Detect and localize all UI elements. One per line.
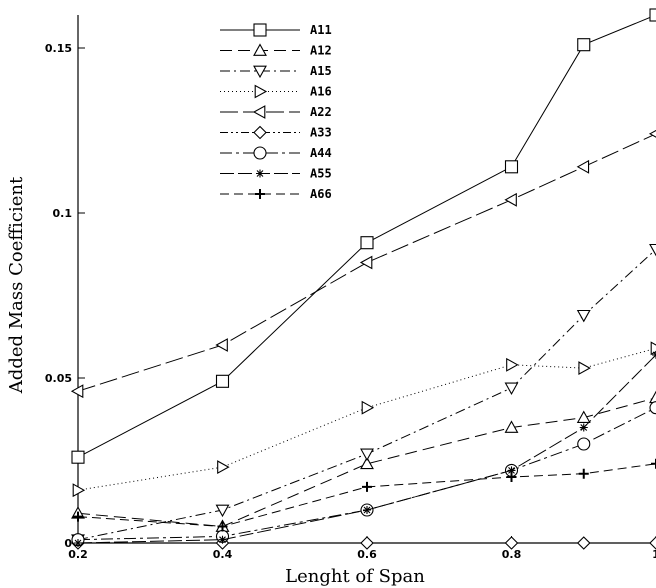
data-point-a22: [215, 338, 228, 352]
series-line-a22: [77, 133, 656, 392]
data-point-a22: [359, 255, 373, 270]
data-point-a11: [215, 374, 230, 388]
data-point-a11: [71, 450, 85, 464]
legend-label: A15: [310, 64, 332, 78]
legend-marker: [254, 84, 268, 99]
legend-label: A16: [310, 85, 332, 99]
data-point-a22: [648, 129, 656, 138]
legend-item-a44: A44: [220, 146, 332, 160]
series-line-a11: [77, 14, 656, 458]
data-point-a55: [74, 539, 82, 547]
y-tick-label: 0: [64, 537, 72, 550]
series-line-a66: [77, 463, 656, 528]
data-point-a15: [576, 309, 591, 323]
data-point-a55: [218, 535, 227, 544]
y-tick-label: 0.1: [53, 207, 73, 220]
legend-marker: [253, 125, 267, 140]
series-a16: [72, 341, 656, 498]
data-point-a15: [215, 504, 230, 518]
legend-item-a66: A66: [220, 187, 332, 201]
data-point-a12: [649, 390, 656, 404]
legend-label: A11: [310, 23, 332, 37]
data-point-a12: [576, 410, 591, 423]
data-point-a55: [579, 423, 588, 432]
data-point-a66: [651, 458, 656, 469]
series-a22: [70, 129, 656, 399]
y-tick-label: 0.15: [45, 42, 72, 55]
legend-label: A33: [310, 126, 332, 140]
legend-label: A44: [310, 146, 332, 160]
data-point-a11: [360, 236, 374, 250]
legend-label: A55: [310, 167, 332, 181]
legend-item-a33: A33: [220, 126, 332, 140]
data-point-a15: [360, 448, 374, 462]
data-point-a11: [504, 160, 519, 174]
data-point-a55: [363, 506, 371, 514]
data-point-a22: [576, 159, 590, 174]
legend-marker: [253, 146, 267, 160]
legend-marker: [256, 169, 264, 178]
x-tick-label: 0.2: [68, 548, 88, 561]
legend-label: A12: [310, 44, 332, 58]
data-point-a15: [504, 382, 519, 396]
data-point-a66: [73, 511, 83, 522]
data-point-a33: [504, 536, 519, 550]
x-tick-label: 0.6: [357, 548, 377, 561]
legend-marker: [253, 23, 267, 37]
data-point-a16: [217, 460, 230, 475]
data-point-a16: [361, 400, 375, 415]
data-point-a44: [577, 437, 591, 451]
series-line-a55: [77, 354, 656, 544]
x-axis-title: Lenght of Span: [285, 566, 425, 587]
data-point-a33: [649, 536, 656, 550]
legend-marker: [252, 105, 266, 119]
data-point-a12: [504, 420, 519, 433]
data-point-a11: [649, 8, 656, 22]
legend-marker: [253, 43, 267, 56]
data-point-a66: [506, 472, 517, 482]
data-point-a15: [649, 243, 656, 257]
legend-item-a12: A12: [220, 43, 332, 58]
series-a15: [71, 243, 656, 547]
data-point-a16: [650, 341, 656, 356]
data-point-a66: [362, 481, 372, 492]
data-point-a66: [578, 468, 589, 479]
data-point-a44: [649, 401, 656, 415]
data-point-a33: [360, 536, 374, 550]
data-point-a11: [577, 38, 591, 52]
legend-label: A22: [310, 105, 332, 119]
series-a66: [73, 458, 656, 532]
data-point-a66: [217, 521, 228, 532]
series-line-a15: [77, 248, 656, 541]
series-a44: [71, 401, 656, 547]
x-tick-label: 0.8: [502, 548, 522, 561]
x-tick-label: 0.4: [213, 548, 233, 561]
data-point-a16: [506, 357, 519, 372]
data-point-a16: [72, 483, 86, 498]
data-point-a33: [576, 536, 591, 550]
data-point-a12: [360, 456, 374, 470]
legend-item-a16: A16: [220, 85, 332, 99]
data-point-a16: [578, 361, 591, 376]
legend-marker: [255, 189, 265, 199]
legend-item-a22: A22: [220, 105, 332, 119]
legend-marker: [253, 65, 267, 79]
y-axis-title: Added Mass Coefficient: [6, 176, 27, 394]
x-tick-label: 1: [652, 548, 656, 561]
legend-item-a15: A15: [220, 64, 332, 79]
y-tick-label: 0.05: [45, 372, 72, 385]
data-point-a22: [70, 384, 84, 399]
series-a11: [71, 8, 656, 464]
series-a55: [74, 350, 656, 547]
data-point-a22: [504, 192, 517, 207]
data-point-a55: [507, 466, 516, 475]
series-line-a44: [77, 407, 656, 541]
legend-label: A66: [310, 187, 332, 201]
legend-item-a11: A11: [220, 23, 332, 37]
legend-item-a55: A55: [220, 167, 332, 181]
